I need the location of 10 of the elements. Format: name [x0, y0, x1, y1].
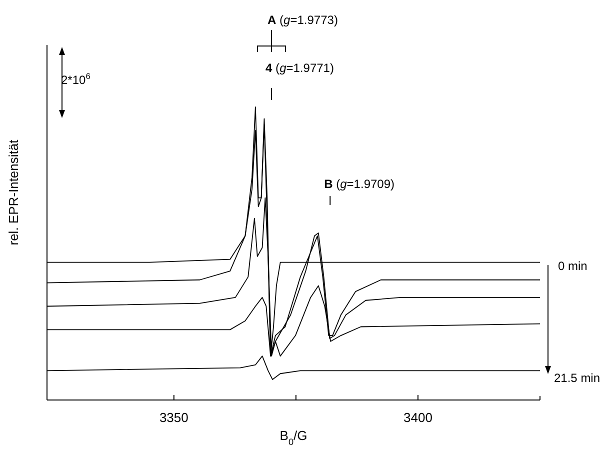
text: 2*10$^{6}$	[61, 71, 91, 87]
text: 0 min	[558, 259, 588, 273]
text: A (g=1.9773)	[268, 13, 338, 27]
annotation: B (g=1.9709)	[324, 177, 395, 191]
text: 4 (g=1.9771)	[266, 61, 334, 75]
x-axis-title: B$_{0}$/G	[280, 428, 308, 447]
y-axis-title: rel. EPR-Intensität	[6, 139, 21, 246]
x-tick-label: 3350	[159, 410, 188, 425]
x-tick-label: 3400	[404, 410, 432, 425]
text: 21.5 min	[554, 371, 600, 385]
